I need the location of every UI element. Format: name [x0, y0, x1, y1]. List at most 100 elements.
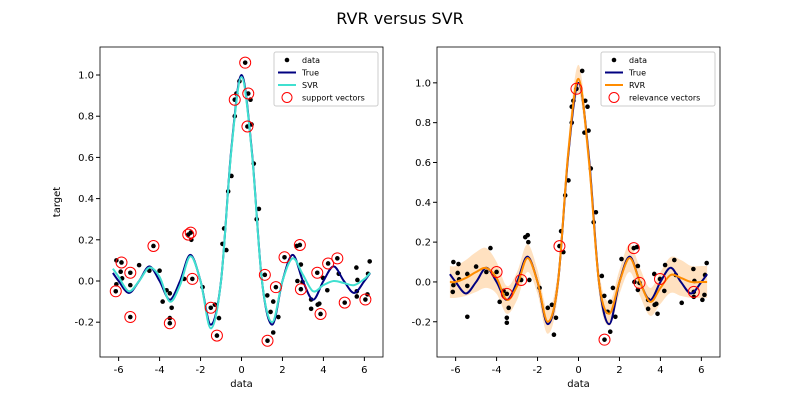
data-point	[586, 128, 591, 133]
data-point	[298, 286, 304, 292]
data-point	[654, 301, 659, 307]
support-vector-marker	[109, 285, 122, 298]
data-point	[297, 242, 303, 248]
data-point	[455, 270, 460, 276]
x-tick-label: 6	[698, 365, 704, 376]
support-vector-marker	[115, 256, 128, 269]
data-point	[335, 256, 340, 261]
data-point	[318, 311, 323, 317]
legend: data True RVR relevance vectors	[600, 51, 716, 107]
support-vector-marker	[338, 296, 351, 309]
data-point	[484, 269, 489, 275]
data-point	[265, 338, 270, 344]
data-point	[242, 60, 248, 65]
support-vector-marker	[311, 266, 324, 279]
legend-data-marker	[284, 57, 290, 63]
x-axis-label: data	[230, 379, 253, 390]
support-vector-marker	[322, 257, 335, 270]
support-vector-marker	[124, 311, 137, 324]
data-point	[497, 299, 502, 305]
data-point	[465, 283, 470, 289]
data-point	[355, 277, 360, 283]
y-tick-label: 0.4	[78, 194, 94, 205]
support-vector-marker	[228, 93, 241, 106]
data-point	[704, 260, 709, 266]
relevance-vector-marker	[553, 240, 566, 253]
support-vector-marker	[293, 238, 306, 251]
support-vector-marker	[294, 283, 307, 296]
data-point	[147, 268, 152, 273]
data-point	[216, 315, 222, 321]
data-point	[214, 333, 220, 338]
data-point	[691, 294, 697, 300]
y-tick-label: -0.2	[74, 318, 94, 329]
support-vector-marker	[210, 329, 223, 342]
data-point	[635, 263, 641, 269]
data-point	[128, 282, 133, 288]
data-point	[526, 239, 531, 245]
x-tick-label: -6	[451, 365, 461, 376]
support-vector-marker	[241, 120, 254, 133]
x-tick-label: 2	[279, 365, 285, 376]
x-tick-label: 0	[575, 365, 581, 376]
x-tick-label: -4	[155, 365, 165, 376]
legend-label: support vectors	[302, 94, 365, 103]
support-vector-marker	[186, 272, 199, 285]
support-vector-marker	[163, 317, 176, 330]
data-point	[610, 285, 616, 291]
x-tick-label: -6	[114, 365, 124, 376]
data-point	[551, 332, 557, 338]
data-point	[265, 293, 270, 298]
svr-axes: -6 -4 -2 0 2 4 6 -0.2 0.0 0.2 0.4 0.6 0.8 1.0 data targ…	[52, 46, 384, 390]
legend-label: data	[302, 56, 320, 65]
data-point	[679, 300, 685, 306]
data-point	[188, 230, 194, 235]
data-point	[298, 262, 304, 267]
data-point	[506, 305, 511, 311]
data-point	[268, 309, 273, 315]
x-tick-label: 0	[238, 365, 244, 376]
data-point	[488, 245, 493, 251]
data-point	[602, 293, 607, 299]
data-point	[367, 259, 372, 264]
data-point	[113, 288, 119, 294]
plot-area	[449, 64, 709, 346]
y-tick-label: 0.2	[78, 235, 94, 246]
x-tick-label: -2	[196, 365, 206, 376]
data-point	[190, 276, 195, 282]
data-point	[602, 337, 607, 342]
y-tick-label: 0.2	[415, 238, 431, 249]
data-point	[118, 269, 123, 275]
support-vector-marker	[204, 301, 217, 314]
rvr-axes: -6 -4 -2 0 2 4 6-0.20.00.20.40.60.81.0datadata…	[411, 46, 721, 390]
data-point	[593, 209, 599, 215]
data-point	[224, 247, 229, 253]
x-tick-label: 4	[320, 365, 326, 376]
support-vector-marker	[331, 252, 344, 265]
relevance-vector-marker	[627, 242, 640, 255]
support-vector-marker	[314, 307, 327, 320]
data-point	[599, 273, 605, 279]
relevance-vector-marker	[654, 272, 667, 285]
data-point	[525, 232, 531, 238]
data-point	[160, 299, 165, 304]
data-point	[342, 300, 348, 305]
legend-label: True	[628, 69, 646, 78]
data-point	[494, 269, 499, 275]
data-point	[465, 314, 470, 320]
data-point	[128, 314, 133, 320]
data-point	[504, 291, 510, 297]
legend-label: SVR	[302, 81, 319, 90]
data-point	[308, 306, 314, 312]
legend-label: True	[301, 69, 319, 78]
relevance-vector-marker	[570, 82, 583, 95]
data-point	[672, 257, 677, 263]
support-vector-marker	[278, 251, 291, 264]
legend-label: RVR	[629, 81, 646, 90]
data-point	[262, 272, 268, 278]
data-point	[245, 91, 251, 96]
data-point	[662, 262, 668, 268]
legend-label: relevance vectors	[629, 94, 700, 103]
data-point	[354, 265, 359, 270]
y-tick-label: 0.8	[78, 112, 94, 123]
